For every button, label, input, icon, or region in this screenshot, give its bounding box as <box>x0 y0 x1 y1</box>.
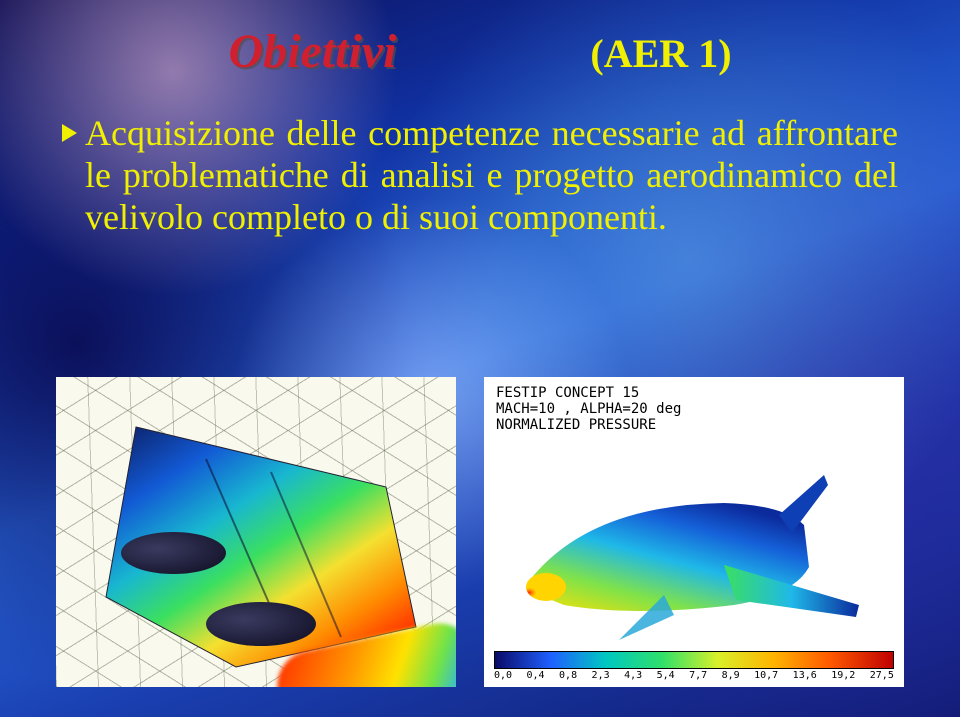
bullet-row: Acquisizione delle competenze necessarie… <box>62 112 898 238</box>
colorbar-tick: 0,8 <box>559 670 577 681</box>
colorbar-tick: 2,3 <box>592 670 610 681</box>
colorbar-tick: 7,7 <box>689 670 707 681</box>
colorbar-tick: 19,2 <box>831 670 855 681</box>
bullet-text: Acquisizione delle competenze necessarie… <box>85 112 898 238</box>
lbl3: NORMALIZED PRESSURE <box>496 417 656 433</box>
slide: Obiettivi (AER 1) Acquisizione delle com… <box>0 0 960 717</box>
colorbar-labels: 0,0 0,4 0,8 2,3 4,3 5,4 7,7 8,9 10,7 13,6 19,2 27,5 <box>494 669 894 681</box>
title-row: Obiettivi (AER 1) <box>0 24 960 79</box>
colorbar-tick: 10,7 <box>754 670 778 681</box>
body-block: Acquisizione delle competenze necessarie… <box>62 112 898 238</box>
colorbar-tick: 8,9 <box>722 670 740 681</box>
colorbar-tick: 0,4 <box>527 670 545 681</box>
colorbar-tick: 13,6 <box>793 670 817 681</box>
colorbar-tick: 4,3 <box>624 670 642 681</box>
tail-fin <box>779 475 828 533</box>
spaceplane-image: FESTIP CONCEPT 15 MACH=10 , ALPHA=20 deg… <box>484 377 904 687</box>
colorbar-tick: 27,5 <box>870 670 894 681</box>
bullet-icon <box>62 124 77 142</box>
images-row: FESTIP CONCEPT 15 MACH=10 , ALPHA=20 deg… <box>56 377 904 687</box>
cfd-wing-image <box>56 377 456 687</box>
slide-title: Obiettivi <box>228 25 396 78</box>
engine-1 <box>121 532 226 574</box>
colorbar-tick: 0,0 <box>494 670 512 681</box>
lbl2: MACH=10 , ALPHA=20 deg <box>496 401 681 417</box>
spaceplane-labels: FESTIP CONCEPT 15 MACH=10 , ALPHA=20 deg… <box>484 377 904 435</box>
spaceplane-svg <box>524 455 864 655</box>
colorbar-tick: 5,4 <box>657 670 675 681</box>
slide-tag: (AER 1) <box>590 31 731 76</box>
colorbar: 0,0 0,4 0,8 2,3 4,3 5,4 7,7 8,9 10,7 13,6 19,2 27,5 <box>494 651 894 681</box>
lbl1: FESTIP CONCEPT 15 <box>496 385 639 401</box>
engine-2 <box>206 602 316 646</box>
nose-hot <box>526 573 566 601</box>
spaceplane-render <box>484 435 904 651</box>
